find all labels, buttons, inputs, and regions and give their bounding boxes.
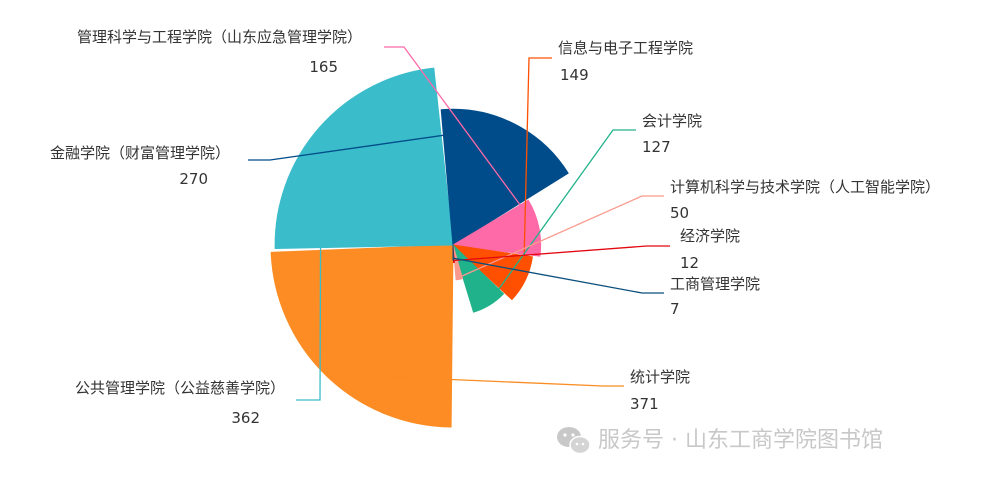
slice-label-value: 362 xyxy=(231,409,260,427)
pie-slice xyxy=(452,199,542,257)
leader-lines xyxy=(248,46,670,401)
leader-line xyxy=(327,373,624,387)
leader-line xyxy=(458,195,664,278)
pie-slice xyxy=(452,244,464,281)
data-labels: 统计学院 371 公共管理学院（公益慈善学院） 362 金融学院（财富管理学院） 270 管… xyxy=(50,28,940,427)
leader-line xyxy=(248,124,513,161)
pie-slice xyxy=(270,244,454,428)
slice-label-value: 149 xyxy=(560,66,589,84)
pie-slices xyxy=(270,67,569,428)
slice-label-value: 165 xyxy=(309,58,338,76)
leader-line xyxy=(296,128,322,401)
slice-label-name: 金融学院（财富管理学院） xyxy=(50,144,230,162)
slice-label-value: 12 xyxy=(680,254,699,272)
slice-label-name: 计算机科学与技术学院（人工智能学院） xyxy=(670,178,940,196)
slice-label-name: 管理科学与工程学院（山东应急管理学院） xyxy=(77,28,362,46)
watermark: 服务号 · 山东工商学院图书馆 xyxy=(557,427,883,455)
leader-line xyxy=(453,257,664,294)
leader-line xyxy=(453,245,670,262)
slice-label-name: 公共管理学院（公益慈善学院） xyxy=(75,379,285,397)
pie-slice xyxy=(452,244,505,313)
slice-label-value: 7 xyxy=(670,300,680,318)
wechat-icon xyxy=(557,427,591,455)
slice-label-value: 50 xyxy=(670,204,689,222)
watermark-text: 服务号 · 山东工商学院图书馆 xyxy=(598,428,883,453)
leader-line xyxy=(522,57,552,279)
slice-label-value: 270 xyxy=(179,170,208,188)
slice-label-name: 经济学院 xyxy=(680,227,740,245)
leader-line xyxy=(384,46,538,228)
slice-label-name: 会计学院 xyxy=(642,112,702,130)
slice-label-name: 信息与电子工程学院 xyxy=(558,39,693,57)
slice-label-name: 统计学院 xyxy=(630,368,690,386)
slice-label-value: 127 xyxy=(642,138,671,156)
slice-label-name: 工商管理学院 xyxy=(670,275,760,293)
slice-label-value: 371 xyxy=(630,395,659,413)
pie-slice xyxy=(274,67,454,249)
pie-slice xyxy=(440,108,569,246)
